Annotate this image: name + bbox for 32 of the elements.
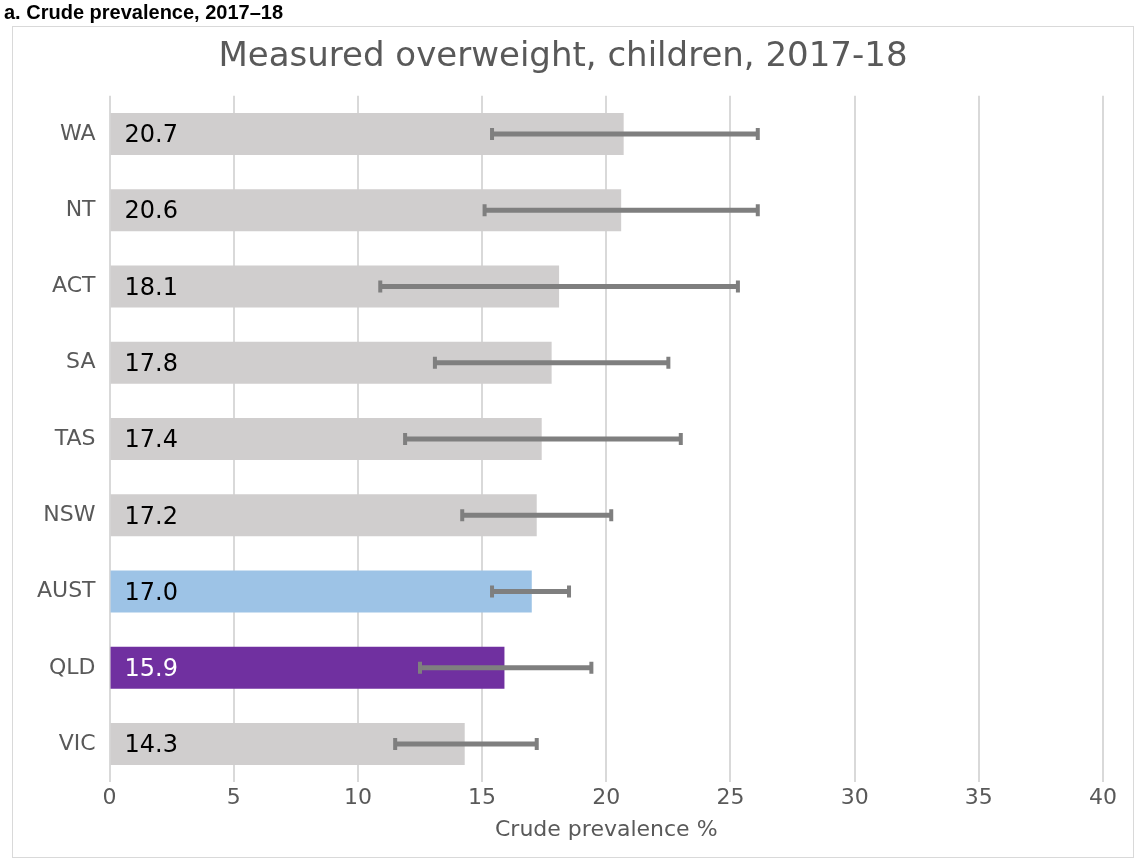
x-tick-label: 40 (1089, 784, 1117, 810)
data-label: 14.3 (124, 730, 178, 759)
chart-title: Measured overweight, children, 2017-18 (218, 34, 908, 75)
x-tick-label: 35 (964, 784, 993, 810)
y-tick-label: NSW (43, 500, 96, 526)
y-tick-label: AUST (36, 577, 97, 603)
y-tick-label: SA (66, 348, 96, 374)
y-tick-label: QLD (49, 653, 96, 679)
y-tick-label: ACT (52, 272, 97, 298)
x-tick-label: 20 (592, 784, 621, 810)
y-tick-label: WA (59, 119, 96, 145)
text: a. Crude prevalence, 2017–18 (4, 0, 284, 24)
x-tick-label: 15 (468, 784, 497, 810)
x-tick-label: 30 (840, 784, 869, 810)
bar (110, 570, 532, 613)
data-label: 20.6 (124, 196, 178, 225)
y-tick-label: TAS (53, 424, 96, 450)
data-label: 20.7 (124, 120, 178, 149)
data-label: 17.4 (124, 425, 178, 454)
x-tick-label: 0 (102, 784, 117, 810)
x-axis-title: Crude prevalence % (495, 815, 718, 841)
y-tick-label: VIC (58, 729, 96, 755)
data-label: 17.0 (124, 577, 178, 606)
data-label: 15.9 (124, 654, 178, 683)
bar (110, 646, 505, 689)
x-tick-label: 10 (343, 784, 372, 810)
y-tick-label: NT (65, 195, 97, 221)
x-tick-label: 5 (226, 784, 241, 810)
data-label: 17.8 (124, 348, 178, 377)
data-label: 18.1 (124, 272, 178, 301)
x-tick-label: 25 (716, 784, 745, 810)
data-label: 17.2 (124, 501, 178, 530)
